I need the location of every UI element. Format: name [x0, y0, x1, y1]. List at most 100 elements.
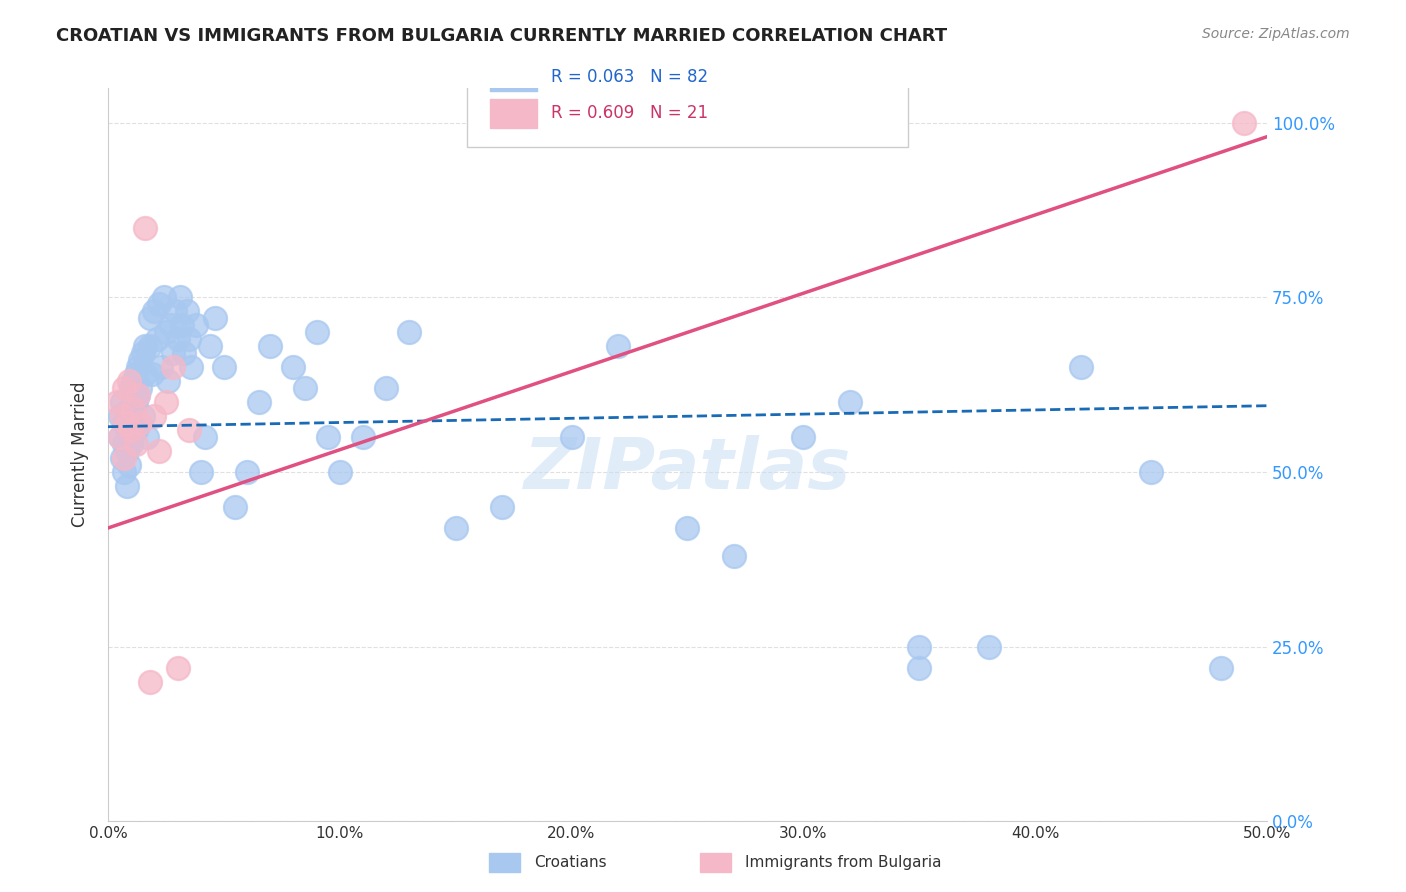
Point — [132, 409, 155, 424]
Point — [115, 423, 138, 437]
Point — [129, 381, 152, 395]
Point — [194, 430, 217, 444]
Point — [134, 368, 156, 382]
Point — [118, 430, 141, 444]
Point — [138, 339, 160, 353]
Point — [148, 297, 170, 311]
Point — [120, 409, 142, 424]
Point — [143, 409, 166, 424]
Point — [112, 451, 135, 466]
Point — [172, 318, 194, 333]
Point — [294, 381, 316, 395]
Point — [190, 465, 212, 479]
Point — [908, 661, 931, 675]
Point — [173, 346, 195, 360]
Point — [159, 318, 181, 333]
Point — [125, 423, 148, 437]
Point — [329, 465, 352, 479]
Point — [138, 311, 160, 326]
Point — [108, 430, 131, 444]
Point — [561, 430, 583, 444]
Point — [352, 430, 374, 444]
Point — [125, 437, 148, 451]
Point — [115, 479, 138, 493]
Point — [166, 332, 188, 346]
Point — [112, 416, 135, 430]
Point — [1209, 661, 1232, 675]
Point — [1233, 116, 1256, 130]
Text: R = 0.609   N = 21: R = 0.609 N = 21 — [551, 104, 707, 122]
Point — [134, 339, 156, 353]
Point — [444, 521, 467, 535]
Point — [152, 290, 174, 304]
Point — [162, 346, 184, 360]
Point — [138, 674, 160, 689]
Point — [145, 332, 167, 346]
Point — [155, 326, 177, 340]
FancyBboxPatch shape — [491, 99, 537, 128]
Point — [112, 437, 135, 451]
Point — [236, 465, 259, 479]
Point — [259, 339, 281, 353]
Point — [132, 346, 155, 360]
Point — [120, 437, 142, 451]
Point — [179, 332, 201, 346]
Point — [723, 549, 745, 563]
Point — [316, 430, 339, 444]
Point — [127, 388, 149, 402]
Point — [112, 381, 135, 395]
Point — [283, 360, 305, 375]
Point — [118, 402, 141, 417]
Point — [115, 416, 138, 430]
Text: Croatians: Croatians — [534, 855, 607, 870]
Point — [247, 395, 270, 409]
Point — [129, 416, 152, 430]
Point — [180, 360, 202, 375]
Point — [127, 388, 149, 402]
Point — [143, 304, 166, 318]
Point — [1140, 465, 1163, 479]
Point — [224, 500, 246, 514]
Point — [977, 640, 1000, 654]
Text: ZIPatlas: ZIPatlas — [524, 434, 851, 504]
Point — [491, 500, 513, 514]
Y-axis label: Currently Married: Currently Married — [72, 382, 89, 527]
Point — [908, 640, 931, 654]
Point — [398, 326, 420, 340]
Text: CROATIAN VS IMMIGRANTS FROM BULGARIA CURRENTLY MARRIED CORRELATION CHART: CROATIAN VS IMMIGRANTS FROM BULGARIA CUR… — [56, 27, 948, 45]
Point — [375, 381, 398, 395]
Point — [108, 409, 131, 424]
Point — [606, 339, 628, 353]
Point — [155, 395, 177, 409]
Point — [127, 360, 149, 375]
Point — [111, 451, 134, 466]
Point — [157, 374, 180, 388]
Point — [166, 661, 188, 675]
Point — [134, 220, 156, 235]
Point — [118, 458, 141, 472]
Point — [136, 430, 159, 444]
Point — [179, 423, 201, 437]
Point — [792, 430, 814, 444]
Point — [111, 409, 134, 424]
Point — [150, 360, 173, 375]
Point — [184, 318, 207, 333]
Point — [105, 395, 128, 409]
Point — [141, 368, 163, 382]
Point — [120, 423, 142, 437]
Point — [108, 430, 131, 444]
Point — [125, 395, 148, 409]
Point — [115, 444, 138, 458]
Point — [176, 304, 198, 318]
Point — [112, 465, 135, 479]
Text: Source: ZipAtlas.com: Source: ZipAtlas.com — [1202, 27, 1350, 41]
Text: R = 0.063   N = 82: R = 0.063 N = 82 — [551, 68, 707, 86]
FancyBboxPatch shape — [491, 62, 537, 92]
Point — [162, 360, 184, 375]
Point — [125, 368, 148, 382]
Point — [1070, 360, 1092, 375]
Point — [148, 444, 170, 458]
Point — [198, 339, 221, 353]
Point — [305, 326, 328, 340]
Point — [122, 374, 145, 388]
